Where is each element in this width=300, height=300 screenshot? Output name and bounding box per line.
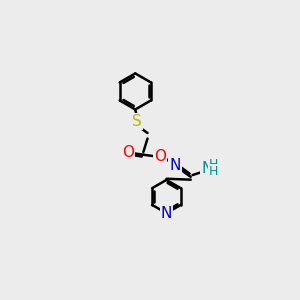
Text: H: H xyxy=(209,158,218,171)
Text: N: N xyxy=(161,206,172,221)
Text: H: H xyxy=(209,165,218,178)
Text: S: S xyxy=(132,114,142,129)
Text: O: O xyxy=(154,149,166,164)
Text: N: N xyxy=(201,161,213,176)
Text: N: N xyxy=(169,158,181,173)
Text: O: O xyxy=(122,146,134,160)
